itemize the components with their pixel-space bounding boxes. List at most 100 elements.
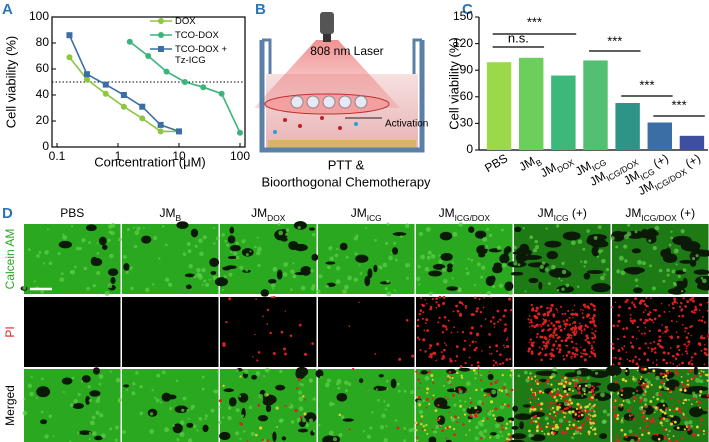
dead-cell — [703, 363, 706, 366]
cell — [167, 282, 173, 287]
cell — [680, 290, 684, 293]
panel-label: D — [2, 205, 13, 222]
cell — [203, 279, 207, 283]
cell — [643, 397, 648, 403]
dead-cell — [422, 338, 426, 342]
dead-cell — [629, 313, 632, 316]
dead-cell — [641, 398, 644, 401]
dead-cell — [644, 342, 647, 345]
dark-region — [546, 251, 559, 260]
dead-cell — [560, 339, 564, 343]
dead-cell — [682, 412, 684, 414]
cell — [115, 377, 121, 383]
dead-cell — [621, 348, 624, 351]
dead-cell — [645, 304, 648, 308]
y-tick-label: 60 — [36, 61, 50, 75]
dead-cell — [535, 401, 537, 404]
cell — [208, 278, 211, 281]
dead-cell — [496, 309, 500, 313]
dark-region — [339, 242, 348, 251]
dead-cell — [500, 424, 504, 427]
dead-cell — [666, 371, 670, 375]
dead-cell — [698, 372, 701, 375]
dead-cell — [614, 380, 617, 384]
dead-cell — [436, 418, 440, 422]
dead-cell — [624, 435, 628, 439]
dead-cell — [631, 335, 635, 339]
dead-cell — [644, 406, 648, 409]
dead-cell — [535, 316, 539, 320]
dark-region — [512, 251, 530, 256]
cell — [109, 427, 113, 431]
dead-cell — [688, 399, 690, 401]
cell — [114, 425, 119, 430]
dead-cell — [288, 404, 291, 407]
dead-cell — [563, 327, 566, 330]
cell — [179, 432, 185, 437]
cell — [70, 403, 74, 407]
dead-cell — [576, 353, 579, 356]
dead-cell — [573, 376, 575, 379]
dark-region — [174, 405, 188, 414]
dead-cell — [539, 323, 541, 326]
bar — [519, 57, 544, 150]
dark-region — [495, 416, 505, 423]
column-header: JMICG/DOX — [439, 206, 491, 223]
cell — [334, 253, 339, 258]
cell — [452, 231, 458, 237]
dead-cell — [464, 339, 467, 342]
dead-cell — [469, 397, 472, 400]
point — [66, 32, 73, 39]
dark-region — [185, 284, 192, 290]
micrograph — [508, 366, 612, 442]
dead-cell — [700, 418, 704, 422]
cell — [81, 380, 84, 383]
cell — [107, 283, 113, 289]
dead-cell — [461, 376, 464, 379]
dead-cell — [494, 380, 498, 384]
dead-cell — [586, 419, 589, 422]
dead-cell — [640, 383, 644, 387]
cell — [602, 409, 607, 414]
cell — [296, 417, 302, 423]
dead-cell — [415, 436, 418, 439]
dead-cell — [593, 427, 597, 431]
dead-cell — [592, 405, 595, 408]
dead-cell — [437, 303, 441, 307]
dead-cell — [670, 336, 674, 340]
dead-cell — [269, 331, 272, 335]
cell — [134, 230, 140, 236]
dead-cell — [700, 370, 703, 372]
dead-cell — [594, 411, 596, 413]
dead-cell — [699, 336, 704, 340]
cell — [99, 413, 104, 418]
dead-cell — [546, 311, 550, 315]
cell — [523, 370, 528, 375]
dead-cell — [650, 383, 653, 387]
dead-cell — [540, 409, 543, 412]
dark-region — [61, 377, 73, 385]
dead-cell — [572, 379, 575, 382]
dead-cell — [438, 316, 441, 320]
dead-cell — [618, 357, 622, 361]
y-tick-label: 150 — [453, 9, 473, 23]
point — [200, 84, 207, 91]
legend-label: TCO-DOX — [175, 30, 219, 41]
dead-cell — [680, 308, 684, 311]
dead-cell — [616, 417, 619, 421]
dead-cell — [697, 400, 701, 403]
dead-cell — [683, 428, 686, 431]
dead-cell — [641, 415, 645, 419]
cell — [534, 239, 539, 244]
cell — [487, 411, 492, 416]
dead-cell — [665, 406, 668, 410]
dead-cell — [475, 309, 479, 313]
dead-cell — [533, 432, 536, 435]
dead-cell — [625, 327, 629, 330]
dead-cell — [487, 410, 489, 412]
dead-cell — [593, 354, 597, 358]
dead-cell — [561, 313, 564, 316]
dead-cell — [649, 399, 653, 403]
dead-cell — [447, 319, 450, 322]
dead-cell — [555, 399, 558, 402]
